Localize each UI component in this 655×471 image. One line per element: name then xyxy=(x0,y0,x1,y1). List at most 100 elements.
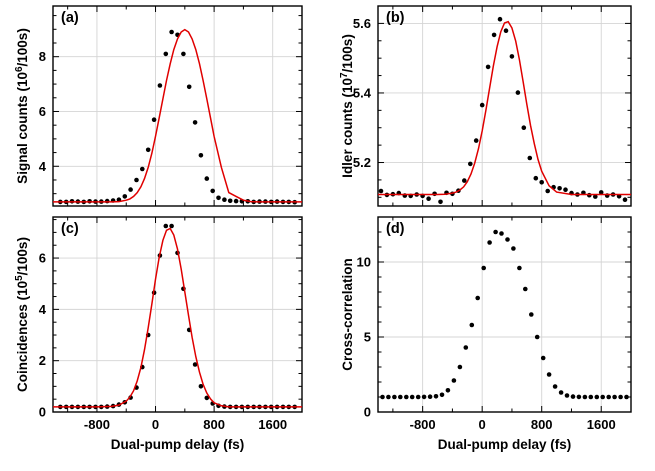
data-point xyxy=(521,125,527,130)
data-point xyxy=(198,384,204,389)
data-point xyxy=(392,394,397,400)
data-point xyxy=(163,223,169,229)
data-point xyxy=(529,312,534,317)
data-point xyxy=(157,83,163,88)
plot-frame xyxy=(52,5,303,207)
data-point xyxy=(540,355,546,361)
x-axis-label: Dual-pump delay (fs) xyxy=(438,437,572,452)
data-point xyxy=(192,362,198,367)
y-tick-label: 8 xyxy=(39,49,46,64)
data-point xyxy=(462,178,467,183)
data-point xyxy=(552,384,558,389)
y-tick-label: 6 xyxy=(39,251,46,266)
data-point xyxy=(134,177,139,183)
panel-label: (d) xyxy=(386,221,405,237)
data-point xyxy=(509,54,515,59)
data-point xyxy=(594,394,600,400)
data-point xyxy=(523,286,528,292)
data-point xyxy=(499,231,504,236)
panel-label: (a) xyxy=(61,10,79,26)
data-point xyxy=(533,175,539,181)
data-point xyxy=(622,197,628,202)
data-point xyxy=(493,229,498,235)
data-point xyxy=(593,194,598,199)
data-point xyxy=(145,147,151,153)
panel-label: (b) xyxy=(386,10,405,26)
data-point xyxy=(582,394,588,400)
y-tick-label: 4 xyxy=(39,159,47,174)
x-tick-label: 800 xyxy=(203,417,225,432)
data-point xyxy=(427,394,433,400)
data-point xyxy=(169,223,174,229)
data-point xyxy=(600,394,605,400)
data-point xyxy=(475,295,481,301)
data-point xyxy=(503,28,509,33)
data-point xyxy=(606,394,611,400)
panel-a: 4 6 8 Signal counts (106/100s) (a) xyxy=(14,5,303,207)
y-axis-label: Cross-correlation xyxy=(340,258,355,371)
y-tick-label: 0 xyxy=(364,405,371,420)
data-point xyxy=(204,176,210,181)
data-point xyxy=(151,117,157,122)
data-point xyxy=(558,390,564,395)
data-point xyxy=(563,187,568,192)
data-point xyxy=(445,388,451,393)
data-point xyxy=(618,394,623,400)
data-point xyxy=(539,180,544,185)
data-point xyxy=(140,166,145,172)
panel-label: (c) xyxy=(61,221,79,237)
data-point xyxy=(485,64,491,70)
data-point xyxy=(404,394,409,400)
y-tick-label: 5.2 xyxy=(353,155,371,170)
data-point xyxy=(128,187,133,192)
y-tick-label: 5.4 xyxy=(353,85,372,100)
data-point xyxy=(433,394,439,399)
fit-curve xyxy=(53,28,302,203)
data-point xyxy=(557,186,562,191)
data-point xyxy=(511,246,516,251)
data-point xyxy=(473,138,479,143)
data-point xyxy=(198,153,204,158)
data-point xyxy=(515,90,521,95)
y-axis-label: Signal counts (106/100s) xyxy=(14,28,30,184)
data-point xyxy=(564,393,570,398)
data-point xyxy=(210,188,215,194)
data-point xyxy=(534,334,540,340)
data-point xyxy=(386,394,391,400)
data-point xyxy=(415,394,421,400)
data-point xyxy=(505,237,510,242)
x-tick-label: 0 xyxy=(479,417,486,432)
data-point xyxy=(216,195,221,201)
x-tick-label: 800 xyxy=(531,417,553,432)
data-point xyxy=(481,265,487,271)
data-point xyxy=(612,394,617,400)
panel-b: 5.2 5.4 5.6 Idler counts (107/100s) (b) xyxy=(339,5,632,207)
data-point xyxy=(479,102,485,108)
data-point xyxy=(588,394,594,400)
y-tick-label: 5.6 xyxy=(353,16,371,31)
y-tick-label: 2 xyxy=(39,353,46,368)
data-point xyxy=(186,84,192,90)
data-point xyxy=(487,240,492,245)
x-tick-label: -800 xyxy=(410,417,436,432)
data-point xyxy=(497,16,503,22)
fit-curve xyxy=(378,20,631,196)
data-point xyxy=(439,392,445,398)
x-tick-label: 1600 xyxy=(258,417,287,432)
x-tick-label: 0 xyxy=(152,417,159,432)
data-point xyxy=(378,188,384,194)
data-point xyxy=(527,155,533,161)
y-tick-label: 4 xyxy=(39,302,47,317)
data-point xyxy=(233,198,239,204)
data-point xyxy=(438,199,443,205)
data-point xyxy=(421,394,427,400)
y-tick-label: 5 xyxy=(364,330,371,345)
data-point xyxy=(163,51,169,57)
data-point xyxy=(227,198,233,204)
plot-frame xyxy=(377,5,632,207)
plot-frame xyxy=(52,216,303,413)
data-point xyxy=(463,345,469,350)
x-tick-label: 1600 xyxy=(587,417,616,432)
data-point xyxy=(169,29,174,35)
y-tick-label: 0 xyxy=(39,405,46,420)
